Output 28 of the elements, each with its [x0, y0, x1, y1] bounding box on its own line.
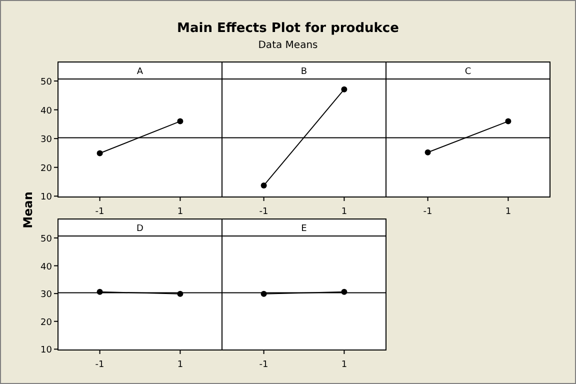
x-tick-label: 1: [177, 360, 184, 370]
y-tick-label: 50: [40, 78, 52, 88]
y-tick-label: 20: [40, 318, 52, 328]
x-tick-label: 1: [341, 360, 348, 370]
x-axis-title: C: [464, 67, 472, 77]
x-axis-title: D: [136, 224, 144, 234]
y-tick-label: 40: [40, 262, 52, 272]
x-tick-label: 1: [177, 207, 184, 217]
x-tick-label: -1: [423, 207, 432, 217]
y-tick-label: 20: [40, 164, 52, 174]
y-tick-label: 30: [40, 290, 52, 300]
x-tick-label: -1: [95, 207, 104, 217]
y-tick-label: 10: [40, 192, 52, 203]
x-tick-label: -1: [259, 360, 268, 370]
y-axis-title: Mean: [21, 192, 35, 228]
x-axis-title: A: [136, 67, 144, 77]
x-axis-title: E: [301, 224, 308, 234]
x-tick-label: 1: [505, 207, 512, 217]
x-axis-title: B: [300, 67, 308, 77]
x-tick-label: -1: [259, 207, 268, 217]
y-tick-label: 40: [40, 106, 52, 116]
y-tick-label: 10: [40, 346, 52, 356]
y-tick-label: 30: [40, 135, 52, 146]
x-tick-label: 1: [341, 207, 348, 217]
chart-title: Main Effects Plot for produkce: [177, 21, 400, 36]
y-tick-label: 50: [40, 234, 52, 244]
chart-subtitle: Data Means: [258, 40, 318, 51]
x-tick-label: -1: [95, 360, 104, 370]
